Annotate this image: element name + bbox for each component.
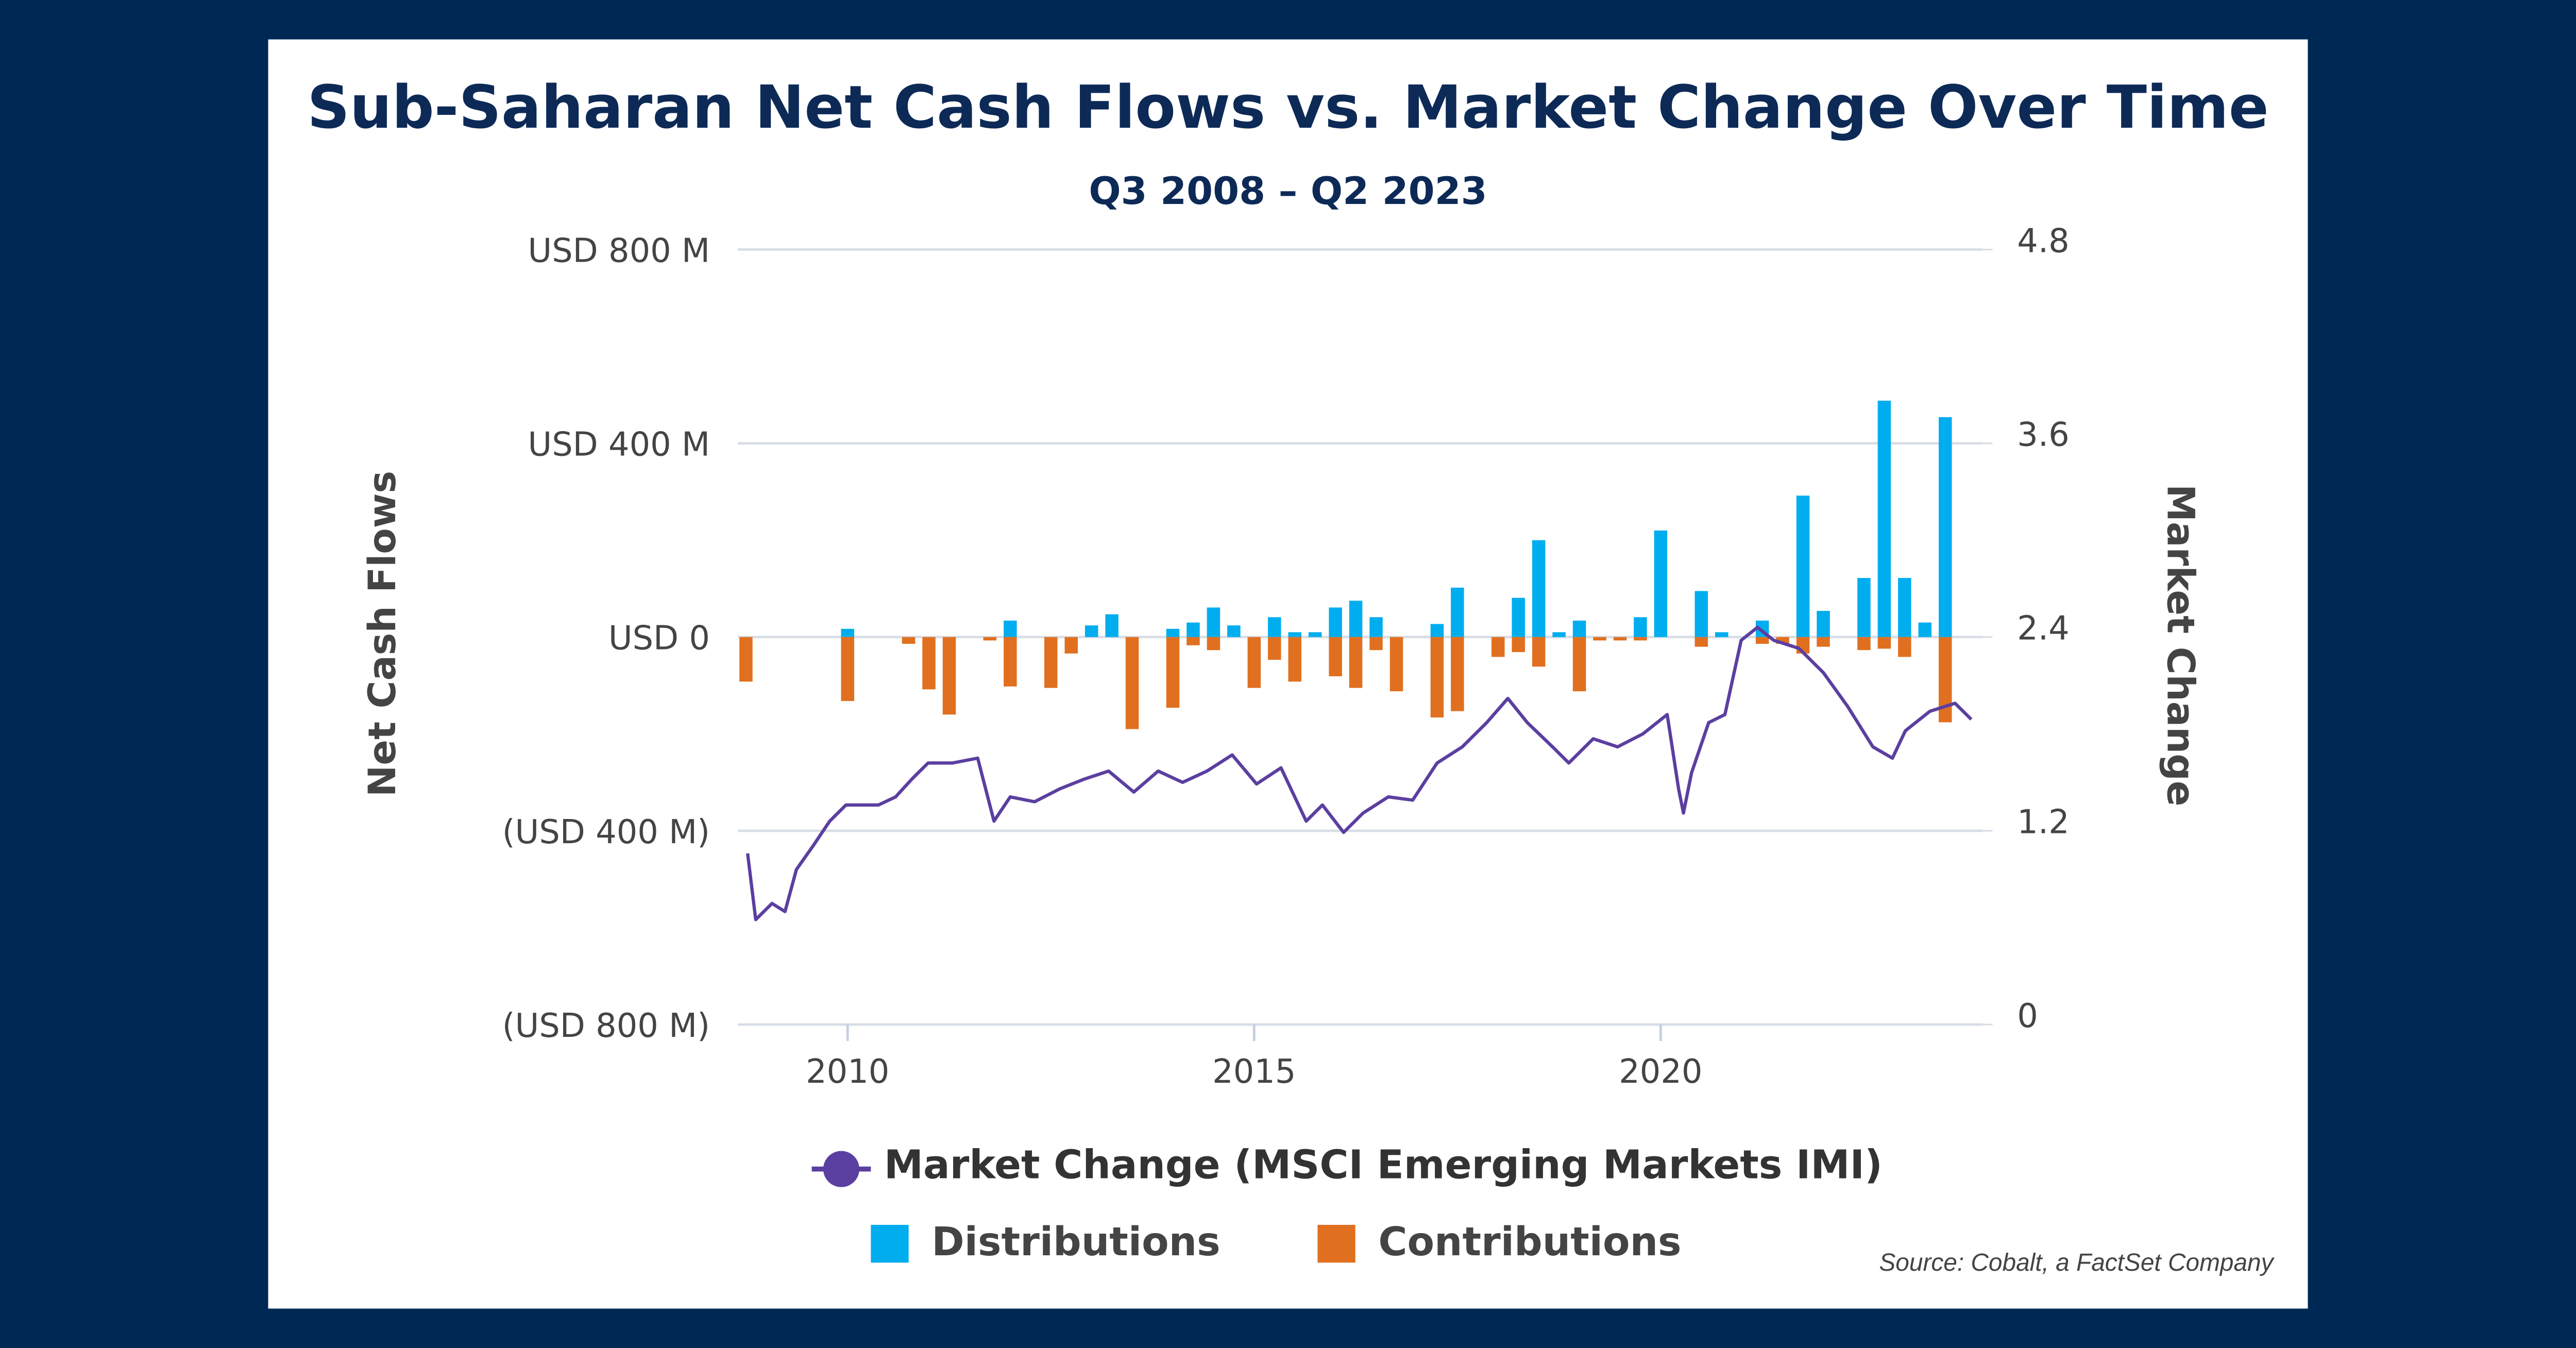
chart-title: Sub-Saharan Net Cash Flows vs. Market Ch… [307,73,2268,142]
legend-label: Contributions [1378,1219,1681,1265]
bar [1877,400,1891,637]
bar [1369,637,1383,651]
bar [1918,622,1932,637]
bar [1857,578,1871,637]
bar [1857,637,1871,651]
bar [1389,637,1403,692]
bar [1308,632,1322,637]
bar [1451,587,1464,637]
y2-axis-title: Market Change [2159,484,2202,806]
bar [841,637,854,701]
bar [1247,637,1261,688]
bar [1268,637,1281,660]
bar [1187,637,1200,645]
bar [1613,637,1627,641]
bar [1125,637,1139,729]
bar [902,637,916,644]
bar [1268,617,1281,637]
bar [922,637,936,690]
bar [1694,637,1708,647]
bar [739,637,753,682]
bar [1898,578,1911,637]
bar [1715,632,1728,637]
bar [1492,637,1505,657]
bar [1227,625,1241,637]
bar [1064,637,1078,654]
bar [1593,637,1606,641]
y2-tick-label: 1.2 [2017,804,2069,842]
y2-tick-label: 3.6 [2017,416,2069,454]
x-tick-label: 2020 [1619,1053,1702,1091]
x-tick-label: 2015 [1212,1053,1296,1091]
y-axis-title: Net Cash Flows [361,471,404,797]
y2-tick-label: 2.4 [2017,610,2069,648]
bar [1532,637,1546,667]
y-tick-label: (USD 800 M) [502,1007,710,1045]
legend-marker [823,1151,860,1187]
bar [1207,607,1221,637]
x-tick-label: 2010 [806,1053,889,1091]
bar [983,637,997,641]
bar [1938,417,1952,637]
bar [1552,632,1566,637]
bar [1004,620,1017,637]
bar [1532,540,1546,637]
source: Source: Cobalt, a FactSet Company [1879,1249,2275,1276]
y2-tick-label: 4.8 [2017,222,2069,260]
bar [1105,614,1118,637]
bar [942,637,956,715]
bar [1512,637,1525,652]
bar [1451,637,1464,711]
bar [1349,637,1363,688]
bar [1817,637,1830,647]
bar [1512,598,1525,637]
chart-subtitle: Q3 2008 – Q2 2023 [1089,169,1487,213]
y-tick-label: USD 0 [608,620,710,658]
bar [1694,591,1708,637]
line [745,625,1973,922]
bar [1796,496,1810,637]
bar [1004,637,1017,687]
bar [1288,632,1301,637]
bar [1430,637,1444,718]
bar [1755,637,1769,644]
bar [1817,611,1830,637]
bar [1084,625,1098,637]
bar [1044,637,1058,688]
bar [1329,637,1342,676]
bar [1207,637,1221,651]
y2-tick-label: 0 [2017,997,2038,1035]
bar [1349,601,1363,637]
y-tick-label: USD 400 M [528,426,710,464]
y-tick-label: USD 800 M [528,232,710,270]
legend-swatch [871,1224,909,1263]
bar [1329,607,1342,637]
bar [1634,617,1647,637]
y-tick-label: (USD 400 M) [502,813,710,851]
bar [1634,637,1647,641]
bar [1898,637,1911,657]
bar [1166,628,1180,637]
bar [1166,637,1180,708]
bar [1369,617,1383,637]
bar [1430,624,1444,637]
bar [1572,620,1586,637]
bar [1288,637,1301,682]
bar [1877,637,1891,649]
legend-label: Market Change (MSCI Emerging Markets IMI… [884,1142,1883,1188]
bar [1187,622,1200,637]
bar [1654,530,1668,637]
legend-label: Distributions [931,1219,1220,1265]
bar [841,628,854,637]
legend-swatch [1317,1224,1355,1263]
bar [1572,637,1586,692]
panel [268,39,2308,1309]
